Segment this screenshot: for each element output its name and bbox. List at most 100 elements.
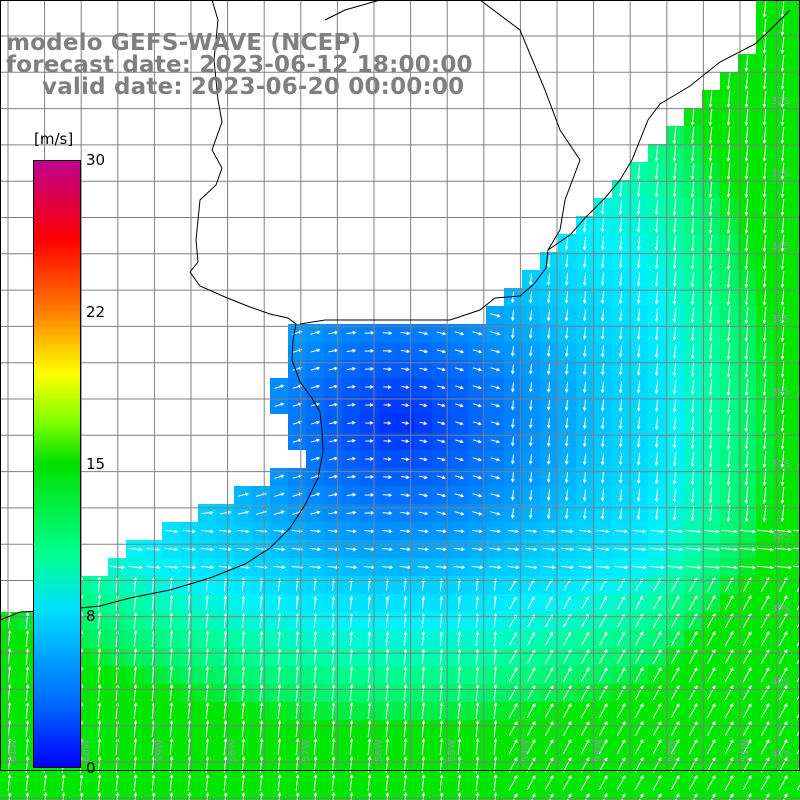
wind-arrow xyxy=(310,348,321,353)
lat-label: 36S xyxy=(771,386,790,397)
wind-arrow xyxy=(421,738,426,756)
wind-arrow xyxy=(223,684,228,702)
wind-arrow xyxy=(364,331,375,335)
wind-arrow xyxy=(654,217,659,234)
wind-arrow xyxy=(780,414,785,432)
wind-arrow xyxy=(690,198,695,216)
wind-cell xyxy=(522,792,540,800)
wind-arrow xyxy=(580,775,590,791)
wind-arrow xyxy=(636,272,641,287)
wind-arrow xyxy=(708,198,713,216)
wind-arrow xyxy=(616,667,626,683)
wind-arrow xyxy=(654,398,659,413)
axis-labels: 61W 60W 59W 58W 57W 56W 55W 54W 53W 52W 51W 32S 33S 3… xyxy=(8,96,790,762)
wind-arrow xyxy=(636,381,641,394)
wind-arrow xyxy=(652,631,662,647)
wind-arrow xyxy=(347,402,356,407)
wind-arrow xyxy=(367,648,372,665)
wind-arrow xyxy=(489,547,502,552)
wind-arrow xyxy=(762,414,767,432)
wind-arrow xyxy=(685,565,702,570)
wind-arrow xyxy=(738,529,756,534)
wind-arrow xyxy=(744,288,749,306)
wind-arrow xyxy=(672,326,677,341)
wind-arrow xyxy=(724,631,734,647)
wind-arrow xyxy=(652,721,662,737)
wind-arrow xyxy=(490,511,501,516)
wind-arrow xyxy=(582,489,587,502)
wind-arrow xyxy=(579,529,592,534)
wind-arrow xyxy=(760,739,770,755)
wind-arrow xyxy=(439,792,444,800)
wind-arrow xyxy=(526,667,536,683)
wind-arrow xyxy=(472,421,482,426)
wind-arrow xyxy=(708,307,713,324)
wind-cell xyxy=(792,288,800,306)
lat-label: 33S xyxy=(771,169,790,180)
wind-arrow xyxy=(457,702,462,720)
wind-arrow xyxy=(562,667,572,683)
wind-arrow xyxy=(634,721,644,737)
wind-arrow xyxy=(726,270,731,288)
wind-arrow xyxy=(310,492,321,497)
wind-cell xyxy=(792,90,800,108)
wind-arrow xyxy=(546,400,551,411)
wind-arrow xyxy=(151,792,156,800)
wind-arrow xyxy=(510,454,515,465)
wind-arrow xyxy=(582,291,587,304)
wind-arrow xyxy=(564,507,569,520)
wind-arrow xyxy=(313,774,318,792)
wind-arrow xyxy=(782,793,788,800)
wind-arrow xyxy=(600,435,605,448)
wind-arrow xyxy=(367,774,372,792)
wind-arrow xyxy=(346,330,357,335)
wind-arrow xyxy=(618,453,623,466)
wind-arrow xyxy=(439,738,444,756)
wind-arrow xyxy=(437,385,446,390)
wind-cell xyxy=(792,630,800,648)
wind-arrow xyxy=(708,162,713,180)
wind-arrow xyxy=(596,565,611,570)
wind-arrow xyxy=(169,594,174,611)
wind-arrow xyxy=(274,510,285,515)
wind-cell xyxy=(792,252,800,270)
wind-arrow xyxy=(652,757,662,773)
wind-arrow xyxy=(762,450,767,468)
wind-arrow xyxy=(510,346,515,357)
wind-arrow xyxy=(724,703,734,719)
wind-arrow xyxy=(672,470,677,485)
wind-arrow xyxy=(310,420,321,425)
wind-arrow xyxy=(566,793,572,800)
wind-arrow xyxy=(796,711,800,719)
lat-label: 38S xyxy=(771,532,790,543)
wind-arrow xyxy=(600,218,605,233)
wind-arrow xyxy=(507,529,520,534)
wind-arrow xyxy=(237,492,250,497)
wind-arrow xyxy=(762,144,767,162)
wind-arrow xyxy=(742,775,752,791)
wind-arrow xyxy=(25,738,30,756)
wind-arrow xyxy=(618,489,623,502)
wind-arrow xyxy=(349,666,354,683)
wind-arrow xyxy=(762,342,767,360)
wind-arrow xyxy=(654,308,659,323)
wind-cell xyxy=(576,792,594,800)
wind-arrow xyxy=(169,648,174,666)
wind-arrow xyxy=(295,792,300,800)
wind-arrow xyxy=(636,163,641,180)
wind-arrow xyxy=(349,774,354,792)
wind-arrow xyxy=(79,774,84,792)
wind-arrow xyxy=(744,108,749,126)
wind-arrow xyxy=(310,384,321,389)
wind-arrow xyxy=(347,384,356,389)
wind-arrow xyxy=(582,381,587,394)
wind-arrow xyxy=(25,648,30,666)
wind-arrow xyxy=(564,489,569,502)
wind-arrow xyxy=(223,666,228,684)
wind-arrow xyxy=(401,385,410,390)
wind-arrow xyxy=(760,775,770,791)
wind-arrow xyxy=(295,738,300,756)
wind-arrow xyxy=(780,162,785,180)
wind-arrow xyxy=(636,308,641,323)
wind-arrow xyxy=(598,757,608,773)
